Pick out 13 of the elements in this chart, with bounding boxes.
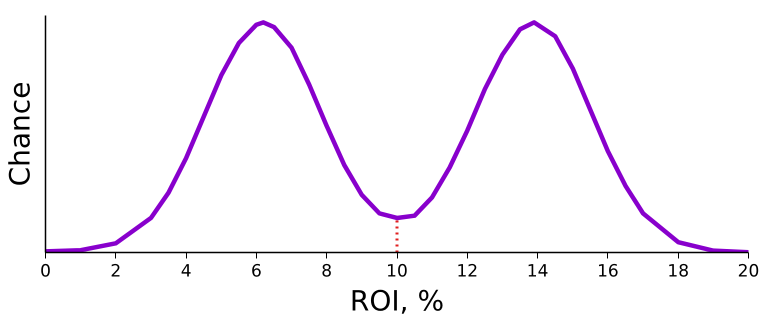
x-tick-label: 8: [321, 262, 332, 282]
x-tick-label: 16: [597, 262, 619, 282]
x-tick-label: 0: [40, 262, 51, 282]
x-tick-label: 12: [456, 262, 478, 282]
x-axis-title: ROI, %: [350, 284, 444, 318]
x-tick-label: 20: [738, 262, 760, 282]
x-tick-label: 2: [110, 262, 122, 282]
y-axis-title: Chance: [4, 82, 36, 186]
x-tick-label: 4: [180, 262, 192, 282]
x-tick-label: 18: [667, 262, 690, 282]
x-tick-label: 14: [526, 262, 548, 282]
x-tick-label: 6: [250, 262, 262, 282]
x-tick-label: 10: [386, 262, 408, 282]
